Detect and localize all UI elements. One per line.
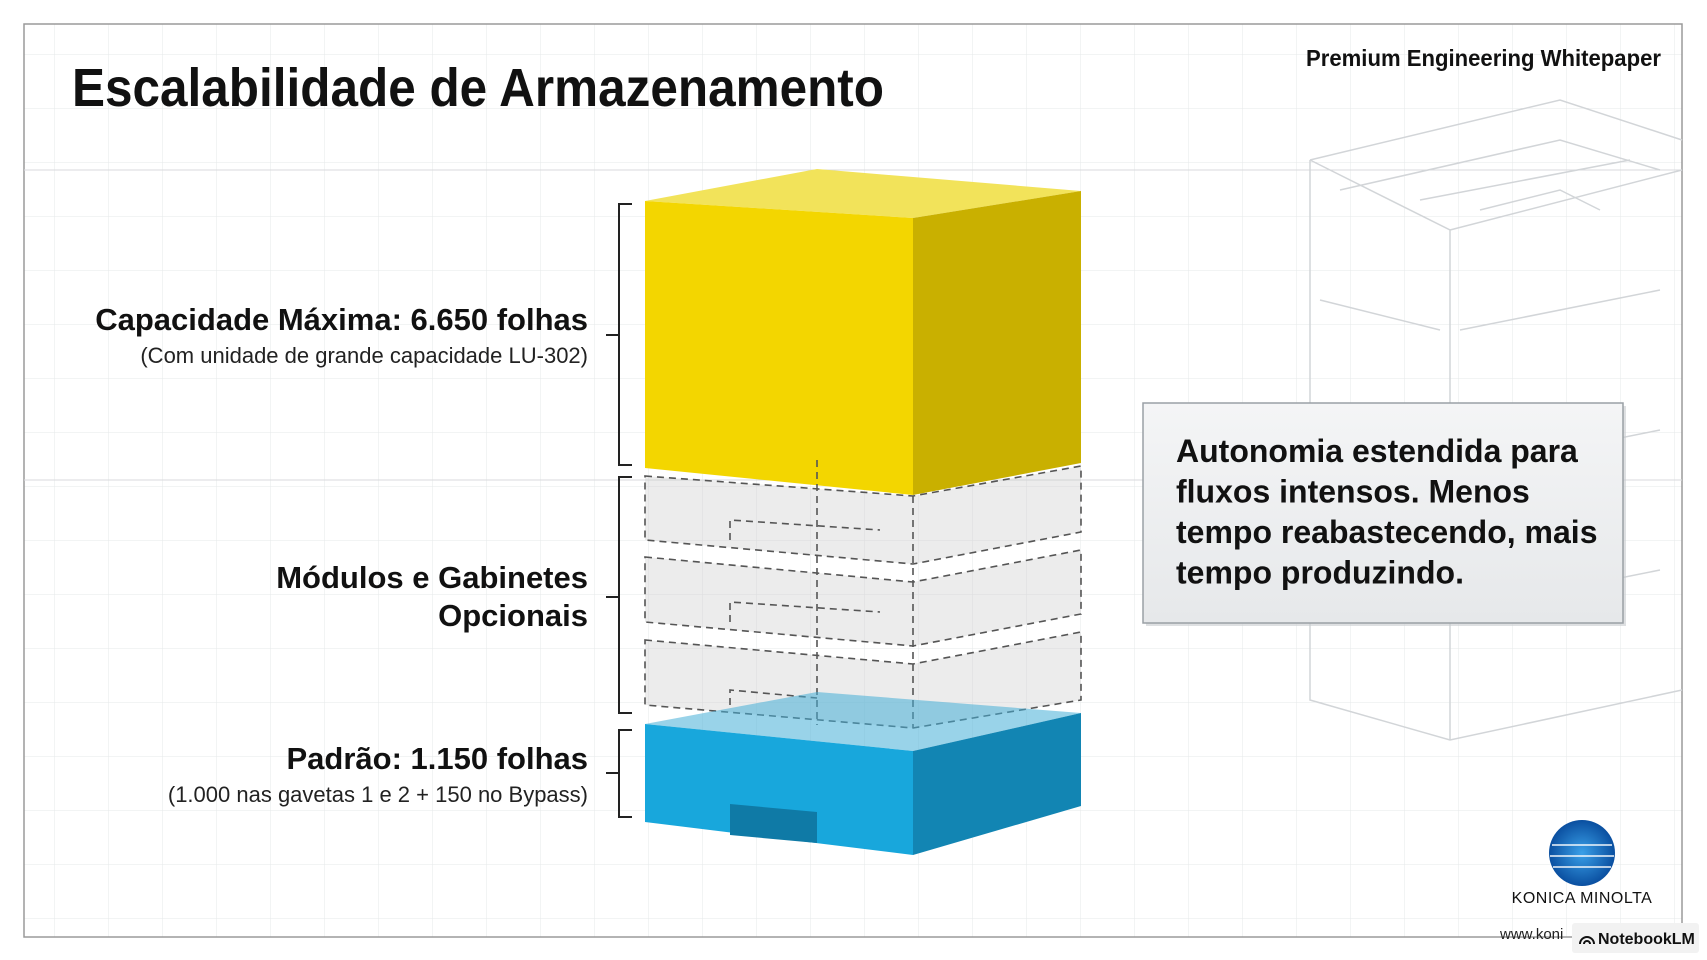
callout-box <box>1142 402 1624 624</box>
callout-text: Autonomia estendida para fluxos intensos.… <box>1176 433 1597 591</box>
standard-block <box>645 692 1081 855</box>
callout-line: tempo reabastecendo, mais <box>1176 514 1597 550</box>
max-capacity-block <box>645 169 1081 495</box>
badge-icon <box>1579 936 1595 945</box>
logo-globe <box>1549 820 1615 886</box>
callout-line: tempo produzindo. <box>1176 555 1464 591</box>
optional-modules <box>644 460 1082 729</box>
callout-line: Autonomia estendida para <box>1176 433 1578 469</box>
level-label: Opcionais <box>438 598 588 633</box>
logo-brand: KONICA MINOLTA <box>1512 890 1653 907</box>
logo-url: www.koni <box>1499 926 1563 943</box>
level-note: (1.000 nas gavetas 1 e 2 + 150 no Bypass… <box>168 782 588 807</box>
brackets <box>606 203 632 818</box>
tagline: Premium Engineering Whitepaper <box>1306 45 1661 71</box>
title: Escalabilidade de Armazenamento <box>72 58 884 118</box>
level-note: (Com unidade de grande capacidade LU-302… <box>140 343 588 368</box>
level-label: Módulos e Gabinetes <box>276 560 588 595</box>
badge-box <box>1572 923 1699 953</box>
logo-stripes <box>1550 844 1614 868</box>
level-labels: Capacidade Máxima: 6.650 folhas (Com unid… <box>95 302 588 807</box>
level-label: Capacidade Máxima: 6.650 folhas <box>95 302 588 337</box>
badge: NotebookLM <box>1598 931 1695 948</box>
callout-line: fluxos intensos. Menos <box>1176 474 1530 510</box>
level-label: Padrão: 1.150 folhas <box>286 741 588 776</box>
